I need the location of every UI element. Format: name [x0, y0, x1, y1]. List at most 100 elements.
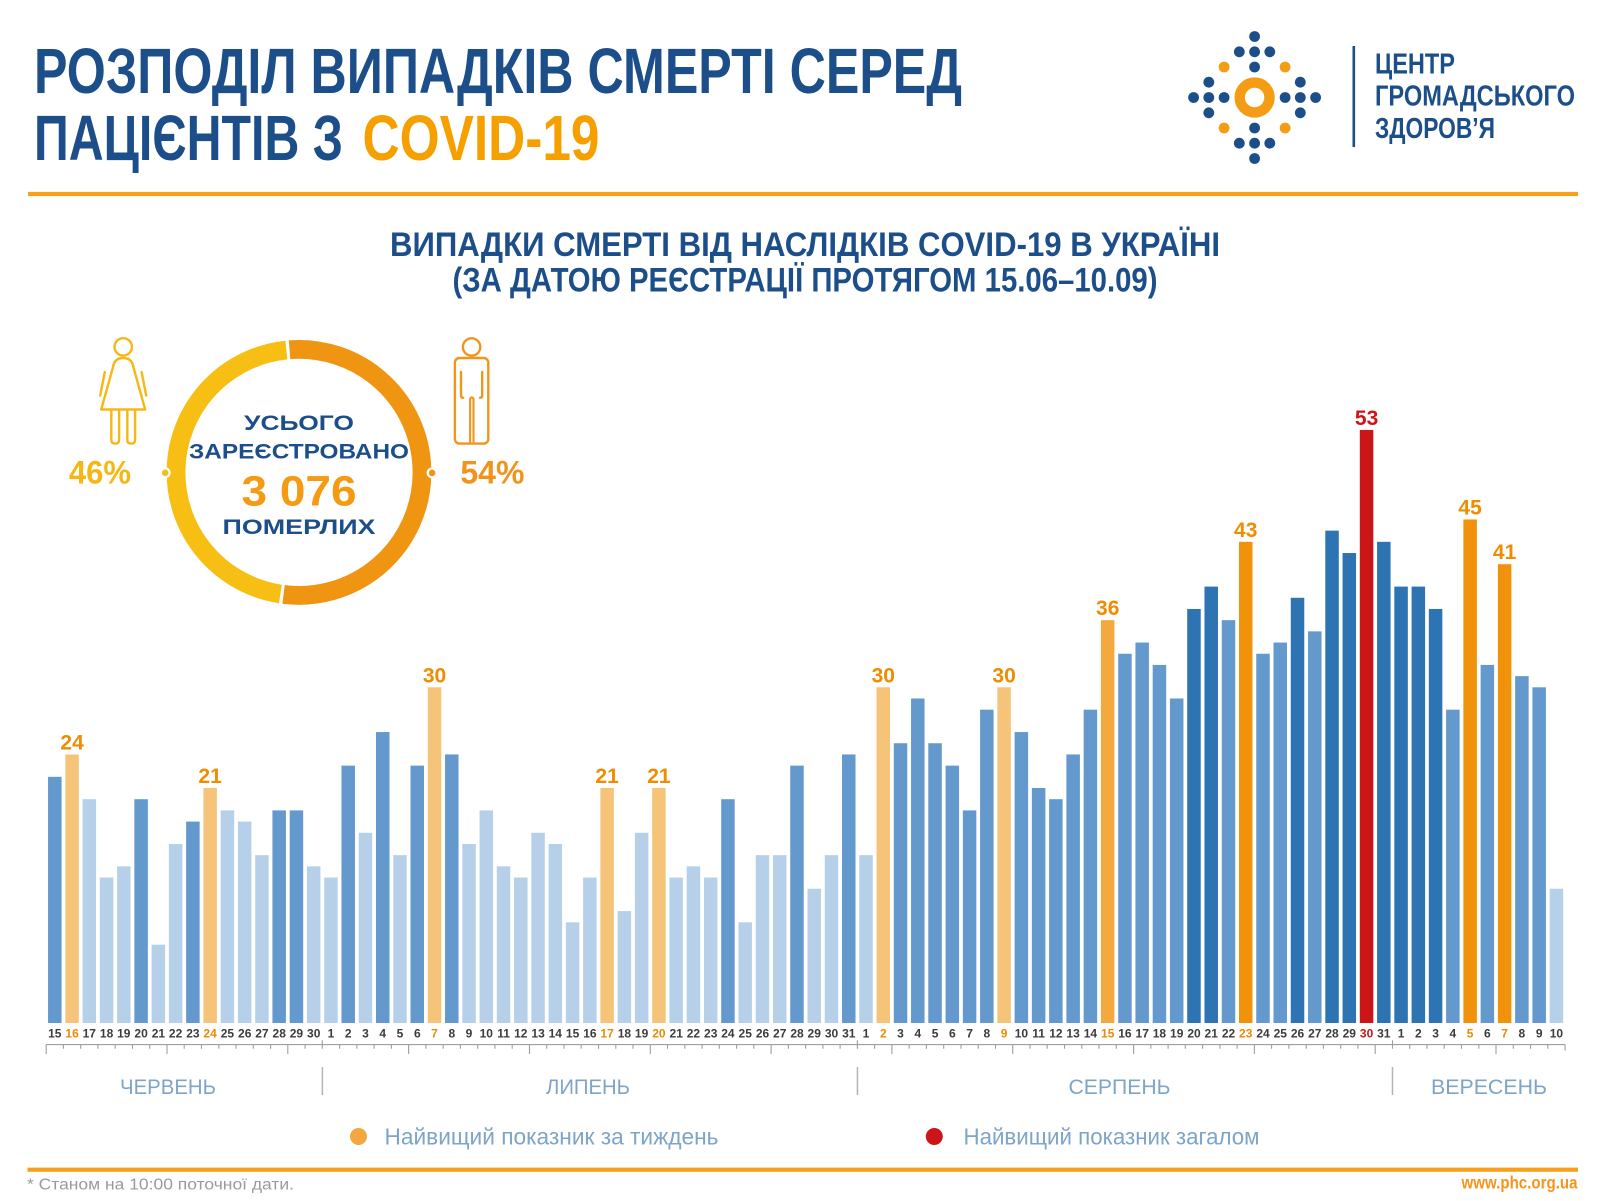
svg-text:15: 15 — [566, 1027, 580, 1041]
svg-text:ВЕРЕСЕНЬ: ВЕРЕСЕНЬ — [1431, 1075, 1547, 1099]
svg-text:22: 22 — [687, 1027, 701, 1041]
svg-text:18: 18 — [100, 1027, 114, 1041]
svg-text:2: 2 — [880, 1027, 887, 1041]
svg-text:20: 20 — [1187, 1027, 1201, 1041]
svg-text:30: 30 — [825, 1027, 839, 1041]
svg-text:15: 15 — [1101, 1027, 1115, 1041]
svg-text:8: 8 — [1519, 1027, 1526, 1041]
svg-text:30: 30 — [1360, 1027, 1374, 1041]
svg-text:12: 12 — [1049, 1027, 1063, 1041]
svg-text:6: 6 — [414, 1027, 421, 1041]
svg-text:28: 28 — [1325, 1027, 1339, 1041]
svg-text:54%: 54% — [460, 455, 524, 491]
svg-text:ЗДОРОВ’Я: ЗДОРОВ’Я — [1375, 113, 1495, 145]
svg-text:7: 7 — [431, 1027, 438, 1041]
svg-text:10: 10 — [480, 1027, 494, 1041]
svg-text:18: 18 — [618, 1027, 632, 1041]
svg-text:36: 36 — [1096, 597, 1119, 620]
svg-text:24: 24 — [203, 1027, 217, 1041]
svg-text:23: 23 — [704, 1027, 718, 1041]
svg-text:20: 20 — [134, 1027, 148, 1041]
svg-text:25: 25 — [221, 1027, 235, 1041]
svg-text:30: 30 — [423, 664, 446, 687]
svg-text:4: 4 — [1450, 1027, 1457, 1041]
svg-text:21: 21 — [1205, 1027, 1219, 1041]
svg-text:ЗАРЕЄСТРОВАНО: ЗАРЕЄСТРОВАНО — [189, 440, 409, 464]
svg-text:ЦЕНТР: ЦЕНТР — [1375, 49, 1455, 81]
svg-text:43: 43 — [1234, 519, 1257, 542]
svg-text:2: 2 — [345, 1027, 352, 1041]
svg-text:31: 31 — [842, 1027, 856, 1041]
svg-text:1: 1 — [1398, 1027, 1405, 1041]
svg-text:4: 4 — [914, 1027, 921, 1041]
svg-text:13: 13 — [1066, 1027, 1080, 1041]
svg-text:19: 19 — [1170, 1027, 1184, 1041]
svg-text:24: 24 — [721, 1027, 735, 1041]
svg-text:19: 19 — [117, 1027, 131, 1041]
svg-text:26: 26 — [756, 1027, 770, 1041]
svg-text:28: 28 — [273, 1027, 287, 1041]
svg-text:23: 23 — [1239, 1027, 1253, 1041]
svg-text:ГРОМАДСЬКОГО: ГРОМАДСЬКОГО — [1375, 81, 1575, 113]
svg-text:15: 15 — [48, 1027, 62, 1041]
svg-text:6: 6 — [949, 1027, 956, 1041]
svg-text:11: 11 — [1032, 1027, 1045, 1041]
svg-text:29: 29 — [290, 1027, 304, 1041]
svg-text:16: 16 — [1118, 1027, 1132, 1041]
svg-text:9: 9 — [466, 1027, 473, 1041]
svg-text:6: 6 — [1484, 1027, 1491, 1041]
svg-text:* Станом на 10:00 поточної дат: * Станом на 10:00 поточної дати. — [27, 1177, 294, 1194]
svg-text:8: 8 — [983, 1027, 990, 1041]
svg-text:30: 30 — [872, 664, 895, 687]
svg-text:ЧЕРВЕНЬ: ЧЕРВЕНЬ — [120, 1075, 216, 1099]
svg-text:14: 14 — [549, 1027, 563, 1041]
svg-text:9: 9 — [1536, 1027, 1543, 1041]
svg-text:8: 8 — [448, 1027, 455, 1041]
svg-text:53: 53 — [1355, 407, 1378, 430]
svg-text:25: 25 — [1274, 1027, 1288, 1041]
svg-text:РОЗПОДІЛ ВИПАДКІВ СМЕРТІ СЕРЕД: РОЗПОДІЛ ВИПАДКІВ СМЕРТІ СЕРЕД — [34, 35, 962, 107]
svg-text:27: 27 — [255, 1027, 269, 1041]
svg-text:21: 21 — [152, 1027, 166, 1041]
svg-text:21: 21 — [198, 765, 222, 788]
svg-text:1: 1 — [328, 1027, 335, 1041]
svg-text:46%: 46% — [69, 455, 131, 491]
svg-text:Найвищий показник загалом: Найвищий показник загалом — [964, 1124, 1260, 1150]
svg-text:10: 10 — [1015, 1027, 1029, 1041]
svg-text:23: 23 — [186, 1027, 200, 1041]
svg-text:29: 29 — [808, 1027, 822, 1041]
svg-text:5: 5 — [1467, 1027, 1474, 1041]
svg-text:30: 30 — [307, 1027, 321, 1041]
svg-text:21: 21 — [647, 765, 671, 788]
svg-text:1: 1 — [863, 1027, 870, 1041]
svg-text:17: 17 — [83, 1027, 97, 1041]
svg-text:13: 13 — [531, 1027, 545, 1041]
svg-text:41: 41 — [1493, 541, 1517, 564]
svg-text:5: 5 — [932, 1027, 939, 1041]
svg-text:7: 7 — [966, 1027, 973, 1041]
svg-text:16: 16 — [65, 1027, 79, 1041]
svg-text:ЛИПЕНЬ: ЛИПЕНЬ — [546, 1075, 630, 1099]
svg-text:21: 21 — [595, 765, 619, 788]
svg-text:27: 27 — [773, 1027, 787, 1041]
svg-text:26: 26 — [1291, 1027, 1305, 1041]
svg-text:2: 2 — [1415, 1027, 1422, 1041]
svg-text:10: 10 — [1550, 1027, 1564, 1041]
svg-text:30: 30 — [992, 664, 1015, 687]
svg-text:18: 18 — [1153, 1027, 1167, 1041]
svg-text:3: 3 — [897, 1027, 904, 1041]
svg-text:3: 3 — [362, 1027, 369, 1041]
svg-text:(ЗА ДАТОЮ РЕЄСТРАЦІЇ ПРОТЯГОМ: (ЗА ДАТОЮ РЕЄСТРАЦІЇ ПРОТЯГОМ 15.06–10.0… — [453, 262, 1158, 300]
svg-text:4: 4 — [379, 1027, 386, 1041]
svg-text:www.phc.org.ua: www.phc.org.ua — [1461, 1173, 1578, 1193]
svg-text:25: 25 — [739, 1027, 753, 1041]
svg-text:20: 20 — [652, 1027, 666, 1041]
svg-text:5: 5 — [397, 1027, 404, 1041]
svg-text:16: 16 — [583, 1027, 597, 1041]
svg-text:Найвищий показник за тиждень: Найвищий показник за тиждень — [385, 1124, 719, 1150]
svg-text:27: 27 — [1308, 1027, 1322, 1041]
svg-text:31: 31 — [1377, 1027, 1391, 1041]
svg-text:12: 12 — [514, 1027, 528, 1041]
svg-text:22: 22 — [1222, 1027, 1236, 1041]
svg-text:29: 29 — [1343, 1027, 1357, 1041]
